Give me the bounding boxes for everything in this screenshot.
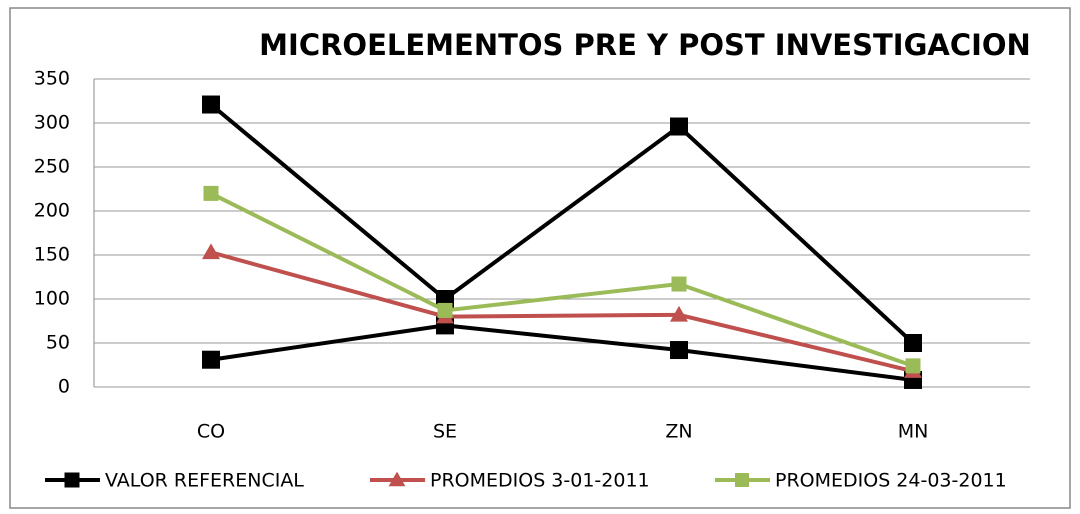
x-tick-label: MN bbox=[898, 421, 929, 443]
point-marker bbox=[671, 276, 687, 292]
point-marker bbox=[437, 302, 453, 318]
x-tick-label: CO bbox=[197, 421, 225, 443]
y-tick-label: 50 bbox=[46, 332, 70, 354]
point-marker bbox=[203, 185, 219, 201]
series-line bbox=[210, 250, 914, 374]
series-line bbox=[210, 191, 914, 368]
point-marker bbox=[670, 117, 688, 136]
point-marker bbox=[670, 305, 688, 322]
legend-label: PROMEDIOS 24-03-2011 bbox=[775, 470, 1007, 492]
point-marker bbox=[670, 341, 688, 360]
y-tick-label: 250 bbox=[34, 156, 70, 178]
x-tick-label: ZN bbox=[665, 421, 692, 443]
legend-marker bbox=[735, 473, 749, 487]
legend-marker bbox=[64, 472, 80, 488]
y-tick-label: 200 bbox=[34, 200, 70, 222]
point-marker bbox=[904, 334, 922, 352]
point-marker bbox=[202, 243, 220, 260]
y-tick-label: 150 bbox=[34, 244, 70, 266]
legend-label: VALOR REFERENCIAL bbox=[105, 470, 304, 492]
legend-marker bbox=[388, 471, 406, 487]
y-tick-label: 300 bbox=[34, 112, 70, 134]
chart-frame bbox=[9, 7, 1071, 509]
y-tick-label: 100 bbox=[34, 288, 70, 310]
series-line bbox=[209, 102, 915, 345]
y-tick-label: 0 bbox=[58, 376, 70, 398]
point-marker bbox=[202, 350, 220, 369]
legend-label: PROMEDIOS 3-01-2011 bbox=[430, 470, 650, 492]
series-line bbox=[210, 323, 914, 382]
y-tick-label: 350 bbox=[34, 68, 70, 90]
point-marker bbox=[202, 95, 220, 114]
x-tick-label: SE bbox=[433, 421, 457, 443]
point-marker bbox=[905, 358, 921, 374]
chart-title: MICROELEMENTOS PRE Y POST INVESTIGACION bbox=[259, 28, 1031, 62]
